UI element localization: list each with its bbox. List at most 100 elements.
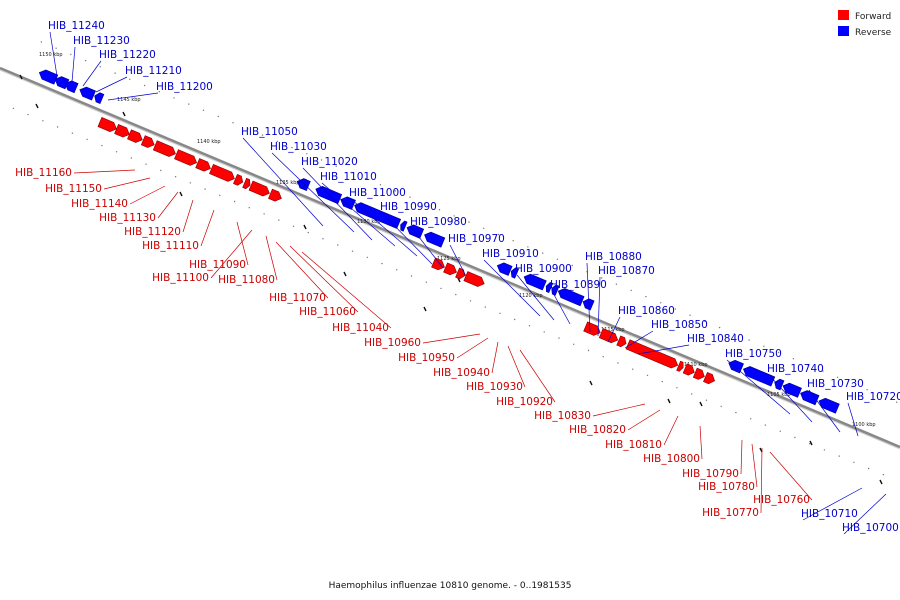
- gene-glyph-hib-10910[interactable]: [495, 261, 513, 276]
- gene-glyph-hib-10890[interactable]: [522, 272, 547, 291]
- gene-label-hib-10920[interactable]: HIB_10920: [496, 396, 553, 408]
- gene-glyph-hib-10820[interactable]: [598, 328, 619, 344]
- gene-label-hib-10790[interactable]: HIB_10790: [682, 468, 739, 480]
- gene-label-hib-11130[interactable]: HIB_11130: [99, 212, 156, 224]
- gene-glyph-hib-11150[interactable]: [114, 123, 132, 139]
- gene-label-hib-10700[interactable]: HIB_10700: [842, 522, 899, 534]
- gene-glyph-hib-11040[interactable]: [268, 188, 283, 203]
- gene-label-hib-10870[interactable]: HIB_10870: [598, 265, 655, 277]
- gene-label-hib-11060[interactable]: HIB_11060: [299, 306, 356, 318]
- gene-glyph-hib-11240[interactable]: [37, 68, 59, 85]
- gene-glyph-hib-11140[interactable]: [127, 129, 144, 145]
- gene-label-hib-11220[interactable]: HIB_11220: [99, 49, 156, 61]
- gene-label-hib-10840[interactable]: HIB_10840: [687, 333, 744, 345]
- gene-glyph-hib-10830[interactable]: [583, 321, 603, 337]
- gene-label-hib-10710[interactable]: HIB_10710: [801, 508, 858, 520]
- gene-label-hib-10730[interactable]: HIB_10730: [807, 378, 864, 390]
- gene-label-hib-10910[interactable]: HIB_10910: [482, 248, 539, 260]
- gene-label-hib-11110[interactable]: HIB_11110: [142, 240, 199, 252]
- gene-glyph-hib-10800[interactable]: [625, 339, 680, 370]
- gene-label-hib-10930[interactable]: HIB_10930: [466, 381, 523, 393]
- gene-label-hib-11100[interactable]: HIB_11100: [152, 272, 209, 284]
- gene-glyph-hib-10770[interactable]: [692, 367, 706, 381]
- gene-label-hib-11040[interactable]: HIB_11040: [332, 322, 389, 334]
- gene-glyph-hib-10930[interactable]: [463, 271, 486, 288]
- gene-glyph-hib-11000[interactable]: [353, 201, 402, 229]
- gene-label-hib-11070[interactable]: HIB_11070: [269, 292, 326, 304]
- gene-glyph-hib-10760[interactable]: [703, 371, 716, 385]
- gene-label-hib-10780[interactable]: HIB_10780: [698, 481, 755, 493]
- gene-glyph-hib-11220[interactable]: [63, 79, 79, 94]
- gene-glyph-hib-10810[interactable]: [616, 335, 628, 348]
- gene-label-hib-10760[interactable]: HIB_10760: [753, 494, 810, 506]
- gene-label-hib-10770[interactable]: HIB_10770: [702, 507, 759, 519]
- gene-glyph-hib-11230[interactable]: [53, 75, 70, 90]
- gene-label-hib-11030[interactable]: HIB_11030: [270, 141, 327, 153]
- gene-label-hib-10990[interactable]: HIB_10990: [380, 201, 437, 213]
- gene-label-hib-10880[interactable]: HIB_10880: [585, 251, 642, 263]
- gene-label-hib-10960[interactable]: HIB_10960: [364, 337, 421, 349]
- gene-glyph-hib-10720[interactable]: [781, 381, 802, 398]
- gene-glyph-hib-11200[interactable]: [93, 91, 105, 105]
- gene-glyph-hib-10780[interactable]: [682, 363, 696, 377]
- gene-label-hib-10850[interactable]: HIB_10850: [651, 319, 708, 331]
- gene-glyph-hib-10980[interactable]: [405, 223, 425, 239]
- gene-label-hib-10720[interactable]: HIB_10720: [846, 391, 900, 403]
- ruler-dot: [115, 151, 118, 153]
- gene-label-hib-10750[interactable]: HIB_10750: [725, 348, 782, 360]
- gene-label-hib-10820[interactable]: HIB_10820: [569, 424, 626, 436]
- gene-glyph-hib-11130[interactable]: [140, 135, 156, 150]
- gene-label-hib-11160[interactable]: HIB_11160: [15, 167, 72, 179]
- gene-label-hib-10860[interactable]: HIB_10860: [618, 305, 675, 317]
- gene-glyph-hib-11120[interactable]: [152, 140, 177, 159]
- gene-glyph-hib-11110[interactable]: [174, 149, 198, 168]
- gene-glyph-hib-10740[interactable]: [741, 364, 776, 387]
- gene-label-hib-11150[interactable]: HIB_11150: [45, 183, 102, 195]
- ruler-dot: [630, 289, 632, 292]
- gene-label-hib-10900[interactable]: HIB_10900: [515, 263, 572, 275]
- gene-label-hib-10970[interactable]: HIB_10970: [448, 233, 505, 245]
- ruler-dot: [204, 188, 206, 190]
- gene-label-hib-10810[interactable]: HIB_10810: [605, 439, 662, 451]
- gene-glyph-hib-10860[interactable]: [556, 286, 585, 307]
- gene-glyph-hib-10710[interactable]: [799, 389, 820, 406]
- gene-glyph-hib-11060[interactable]: [248, 180, 271, 198]
- gene-glyph-hib-10970[interactable]: [423, 230, 446, 248]
- gene-glyph-hib-10750[interactable]: [727, 358, 744, 374]
- gene-label-hib-10950[interactable]: HIB_10950: [398, 352, 455, 364]
- gene-label-hib-11240[interactable]: HIB_11240: [48, 20, 105, 32]
- gene-leader-line: [491, 341, 499, 374]
- gene-glyph-hib-10880[interactable]: [544, 281, 554, 294]
- gene-glyph-hib-10730[interactable]: [773, 378, 785, 391]
- gene-label-hib-11140[interactable]: HIB_11140: [71, 198, 128, 210]
- gene-label-hib-10980[interactable]: HIB_10980: [410, 216, 467, 228]
- gene-glyph-hib-10790[interactable]: [676, 360, 685, 372]
- gene-label-hib-11020[interactable]: HIB_11020: [301, 156, 358, 168]
- gene-label-hib-10890[interactable]: HIB_10890: [550, 279, 607, 291]
- gene-glyph-hib-11160[interactable]: [97, 116, 118, 133]
- gene-glyph-hib-11100[interactable]: [195, 158, 213, 173]
- gene-label-hib-11210[interactable]: HIB_11210: [125, 65, 182, 77]
- gene-label-hib-11010[interactable]: HIB_11010: [320, 171, 377, 183]
- gene-label-hib-11120[interactable]: HIB_11120: [124, 226, 181, 238]
- gene-label-hib-11050[interactable]: HIB_11050: [241, 126, 298, 138]
- gene-label-hib-11200[interactable]: HIB_11200: [156, 81, 213, 93]
- gene-label-hib-10740[interactable]: HIB_10740: [767, 363, 824, 375]
- gene-glyph-hib-10700[interactable]: [817, 396, 840, 414]
- gene-glyph-hib-11080[interactable]: [233, 173, 244, 186]
- ruler-dot: [750, 418, 752, 420]
- gene-label-hib-10940[interactable]: HIB_10940: [433, 367, 490, 379]
- gene-label-hib-11090[interactable]: HIB_11090: [189, 259, 246, 271]
- gene-label-hib-11230[interactable]: HIB_11230: [73, 35, 130, 47]
- gene-glyph-hib-11090[interactable]: [209, 163, 236, 183]
- gene-glyph-hib-10960[interactable]: [431, 257, 447, 272]
- gene-glyph-hib-10900[interactable]: [509, 267, 520, 279]
- gene-label-hib-10830[interactable]: HIB_10830: [534, 410, 591, 422]
- gene-label-hib-11000[interactable]: HIB_11000: [349, 187, 406, 199]
- gene-glyph-hib-10990[interactable]: [399, 220, 408, 232]
- gene-label-hib-11080[interactable]: HIB_11080: [218, 274, 275, 286]
- gene-label-hib-10800[interactable]: HIB_10800: [643, 453, 700, 465]
- gene-glyph-hib-11210[interactable]: [78, 85, 96, 101]
- gene-glyph-hib-11070[interactable]: [242, 177, 252, 190]
- gene-glyph-hib-10950[interactable]: [443, 262, 459, 277]
